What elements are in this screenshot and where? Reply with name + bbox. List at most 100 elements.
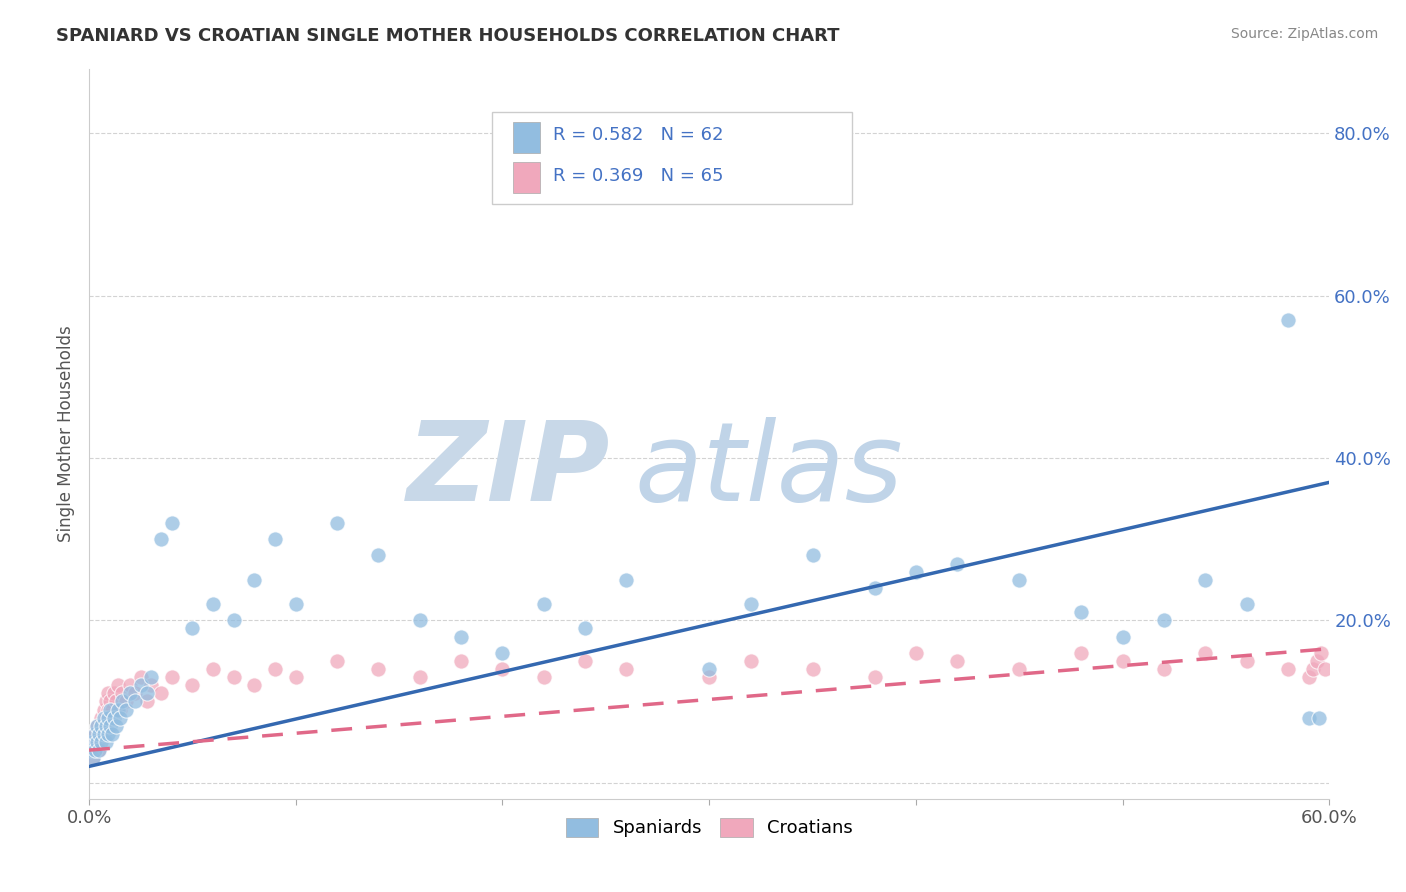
Text: SPANIARD VS CROATIAN SINGLE MOTHER HOUSEHOLDS CORRELATION CHART: SPANIARD VS CROATIAN SINGLE MOTHER HOUSE… xyxy=(56,27,839,45)
Point xyxy=(97,727,120,741)
Point xyxy=(616,662,638,676)
Point xyxy=(115,702,138,716)
Point xyxy=(264,662,287,676)
Point xyxy=(93,702,115,716)
Point xyxy=(82,751,104,765)
Point xyxy=(94,711,117,725)
Point xyxy=(80,743,103,757)
Point xyxy=(150,532,173,546)
Point xyxy=(108,702,131,716)
Point xyxy=(107,702,129,716)
Point xyxy=(1111,654,1133,668)
Point xyxy=(86,719,108,733)
Point xyxy=(103,686,125,700)
Point xyxy=(90,711,112,725)
Point xyxy=(120,686,142,700)
Point xyxy=(409,670,432,684)
Point xyxy=(491,662,513,676)
Point xyxy=(93,719,115,733)
Point xyxy=(1070,646,1092,660)
Point xyxy=(103,711,125,725)
Point xyxy=(89,727,111,741)
Point xyxy=(98,719,121,733)
Point xyxy=(107,678,129,692)
Point xyxy=(1194,646,1216,660)
Point xyxy=(94,719,117,733)
Point xyxy=(1236,654,1258,668)
Point xyxy=(160,516,183,530)
Point xyxy=(243,573,266,587)
Point xyxy=(243,678,266,692)
Point xyxy=(697,670,720,684)
Point xyxy=(111,694,134,708)
Point xyxy=(101,702,124,716)
Point xyxy=(1111,630,1133,644)
Point xyxy=(160,670,183,684)
Point xyxy=(574,654,596,668)
Point xyxy=(1313,662,1336,676)
Point xyxy=(82,735,104,749)
Point xyxy=(491,646,513,660)
Point xyxy=(98,694,121,708)
Point xyxy=(409,613,432,627)
Point xyxy=(284,670,307,684)
Bar xyxy=(513,122,540,153)
Text: atlas: atlas xyxy=(634,417,904,524)
Point xyxy=(1008,662,1031,676)
Point xyxy=(863,670,886,684)
Point xyxy=(1298,670,1320,684)
Point xyxy=(84,727,107,741)
Point xyxy=(946,557,969,571)
Point xyxy=(89,743,111,757)
Text: ZIP: ZIP xyxy=(406,417,610,524)
FancyBboxPatch shape xyxy=(492,112,852,203)
Point xyxy=(533,670,555,684)
Point xyxy=(904,565,927,579)
Point xyxy=(1236,597,1258,611)
Y-axis label: Single Mother Households: Single Mother Households xyxy=(58,326,75,542)
Point xyxy=(202,597,225,611)
Point xyxy=(202,662,225,676)
Point xyxy=(222,613,245,627)
Point xyxy=(1194,573,1216,587)
Point xyxy=(1306,654,1329,668)
Point xyxy=(90,719,112,733)
Point xyxy=(93,711,115,725)
Point xyxy=(1277,313,1299,327)
Point xyxy=(111,686,134,700)
Point xyxy=(1153,662,1175,676)
Point xyxy=(86,719,108,733)
Point xyxy=(124,694,146,708)
Point xyxy=(222,670,245,684)
Point xyxy=(80,743,103,757)
Point xyxy=(1310,646,1333,660)
Point xyxy=(740,654,762,668)
Point xyxy=(93,727,115,741)
Point xyxy=(616,573,638,587)
Point xyxy=(150,686,173,700)
Point xyxy=(181,622,204,636)
Point xyxy=(264,532,287,546)
Point xyxy=(450,630,472,644)
Point xyxy=(94,735,117,749)
Point xyxy=(98,702,121,716)
Point xyxy=(1070,605,1092,619)
Point xyxy=(108,711,131,725)
Point xyxy=(129,670,152,684)
Point xyxy=(115,694,138,708)
Point xyxy=(801,662,824,676)
Point xyxy=(904,646,927,660)
Point xyxy=(90,735,112,749)
Point xyxy=(89,727,111,741)
Point xyxy=(97,702,120,716)
Point xyxy=(139,670,162,684)
Point xyxy=(450,654,472,668)
Point xyxy=(98,711,121,725)
Point xyxy=(120,678,142,692)
Point xyxy=(101,727,124,741)
Point xyxy=(367,662,389,676)
Point xyxy=(104,694,127,708)
Legend: Spaniards, Croatians: Spaniards, Croatians xyxy=(558,811,860,845)
Point xyxy=(139,678,162,692)
Point xyxy=(1277,662,1299,676)
